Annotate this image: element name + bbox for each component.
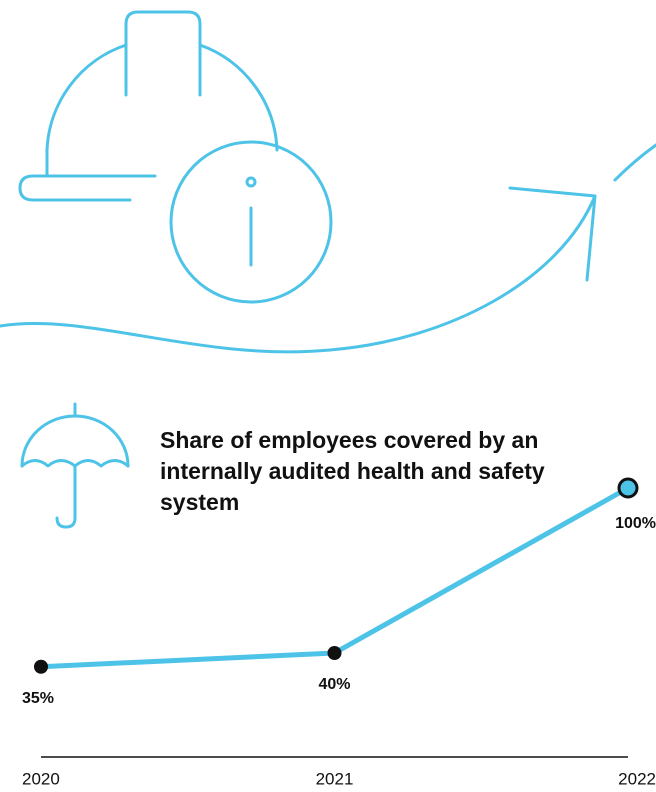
value-label: 40% (318, 676, 350, 693)
x-tick-label: 2021 (316, 769, 354, 788)
hat-dome (45, 43, 128, 152)
info-dot (245, 176, 257, 188)
value-label: 35% (22, 690, 54, 707)
hat-brim (18, 174, 157, 202)
decoration (0, 10, 656, 529)
point (34, 659, 48, 674)
arrow-curve (0, 194, 597, 354)
point (617, 477, 639, 499)
hat-crown (124, 10, 202, 97)
arrow-head (508, 186, 597, 282)
x-tick-label: 2020 (22, 769, 60, 788)
x-tick-label: 2022 (618, 769, 656, 788)
info-circle (169, 140, 333, 304)
point (327, 646, 342, 660)
umbrella-handle (55, 464, 77, 529)
hat-dome (198, 43, 279, 152)
arrow-curve (613, 143, 656, 182)
value-label: 100% (615, 515, 656, 532)
umbrella-canopy (20, 414, 130, 468)
chart-title: Share of employees covered by an interna… (160, 427, 545, 515)
